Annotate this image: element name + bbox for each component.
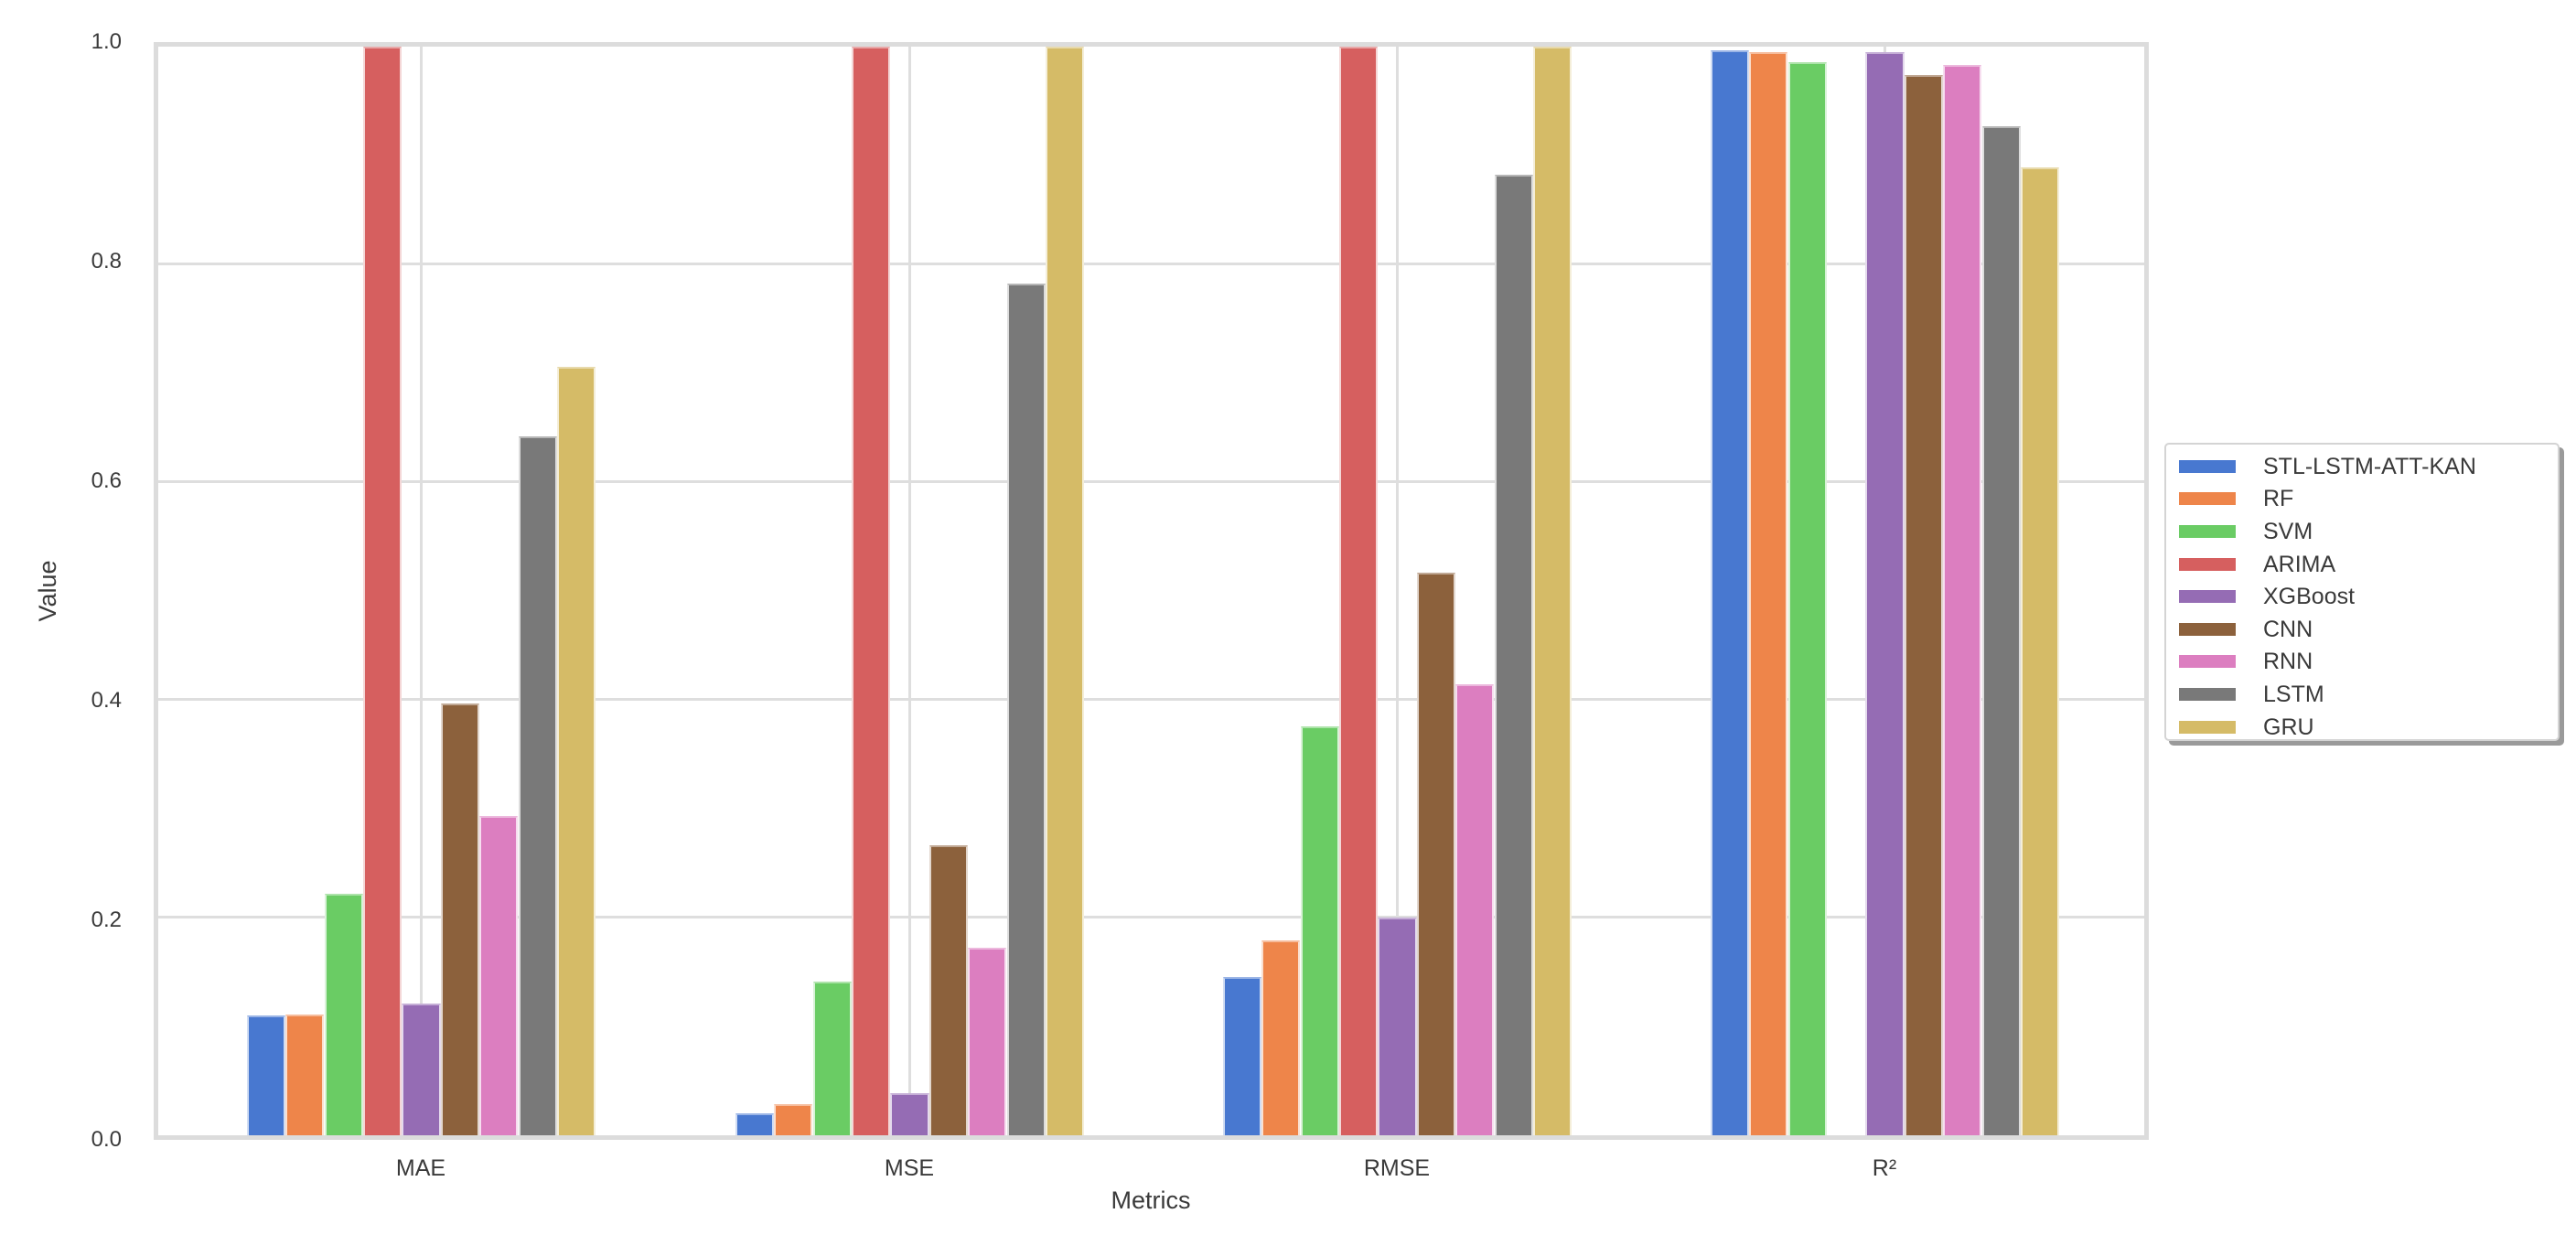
bar-stl-lstm-att-kan-mse <box>735 1113 775 1135</box>
gridline-vertical <box>908 47 911 1135</box>
legend-swatch <box>2179 492 2236 506</box>
bar-lstm-mae <box>518 436 557 1135</box>
legend-swatch <box>2179 687 2236 701</box>
bar-stl-lstm-att-kan-r <box>1710 49 1750 1135</box>
bar-stl-lstm-att-kan-mae <box>246 1015 286 1135</box>
y-axis-label: Value <box>34 560 61 622</box>
bar-lstm-mse <box>1006 284 1046 1135</box>
bar-svm-mse <box>812 982 852 1135</box>
y-tick-label: 0.2 <box>91 907 122 932</box>
bar-gru-mae <box>556 366 596 1135</box>
legend-item-xgboost: XGBoost <box>2166 580 2558 613</box>
legend-label: STL-LSTM-ATT-KAN <box>2263 453 2476 479</box>
gridline-vertical <box>1396 47 1399 1135</box>
legend-label: GRU <box>2263 714 2314 740</box>
legend-item-cnn: CNN <box>2166 613 2558 646</box>
legend-label: XGBoost <box>2263 584 2356 610</box>
legend-label: RF <box>2263 486 2294 512</box>
bar-gru-mse <box>1045 47 1085 1135</box>
legend-swatch <box>2179 590 2236 604</box>
gridline-horizontal <box>158 916 2144 918</box>
bar-lstm-r <box>1981 125 2021 1135</box>
bar-rf-mae <box>285 1014 325 1135</box>
bar-xgboost-rmse <box>1378 918 1417 1135</box>
bar-cnn-rmse <box>1416 572 1456 1135</box>
bar-xgboost-mae <box>402 1004 441 1135</box>
y-tick-label: 0.0 <box>91 1127 122 1152</box>
bar-rnn-r <box>1943 65 1982 1135</box>
bar-cnn-r <box>1904 74 1944 1135</box>
legend-item-rnn: RNN <box>2166 646 2558 679</box>
x-axis-label: Metrics <box>1111 1187 1191 1214</box>
legend: STL-LSTM-ATT-KAN RF SVM ARIMA XGBoost CN… <box>2164 443 2560 741</box>
y-tick-label: 0.4 <box>91 688 122 713</box>
x-tick-label-r2: R² <box>1872 1155 1897 1181</box>
legend-item-rf: RF <box>2166 483 2558 516</box>
legend-item-gru: GRU <box>2166 711 2558 744</box>
legend-item-lstm: LSTM <box>2166 678 2558 711</box>
bar-rf-r <box>1749 51 1788 1135</box>
plot-area <box>154 42 2149 1140</box>
legend-label: CNN <box>2263 616 2313 642</box>
legend-label: LSTM <box>2263 681 2324 707</box>
gridline-horizontal <box>158 698 2144 701</box>
legend-swatch <box>2179 459 2236 473</box>
bar-gru-rmse <box>1532 47 1572 1135</box>
bar-rnn-mae <box>479 816 519 1135</box>
bar-svm-rmse <box>1300 725 1339 1135</box>
bar-arima-mae <box>362 47 402 1135</box>
legend-item-arima: ARIMA <box>2166 548 2558 581</box>
bar-rf-rmse <box>1261 940 1301 1135</box>
x-tick-label-rmse: RMSE <box>1363 1155 1431 1181</box>
legend-label: SVM <box>2263 518 2313 544</box>
x-tick-label-mae: MAE <box>395 1155 446 1181</box>
legend-swatch <box>2179 622 2236 636</box>
bar-lstm-rmse <box>1494 175 1533 1135</box>
legend-label: ARIMA <box>2263 551 2336 577</box>
bar-cnn-mae <box>440 703 480 1135</box>
legend-swatch <box>2179 720 2236 734</box>
bar-rnn-rmse <box>1455 684 1495 1135</box>
legend-swatch <box>2179 655 2236 669</box>
gridline-horizontal <box>158 480 2144 483</box>
bar-svm-r <box>1787 61 1827 1135</box>
bar-rnn-mse <box>968 948 1007 1135</box>
bar-arima-rmse <box>1338 47 1379 1135</box>
gridline-horizontal <box>158 263 2144 265</box>
bar-arima-mse <box>851 47 891 1135</box>
bar-gru-r <box>2020 167 2060 1135</box>
y-tick-label: 0.8 <box>91 249 122 274</box>
bar-svm-mae <box>324 893 363 1135</box>
y-tick-label: 1.0 <box>91 29 122 54</box>
bar-xgboost-mse <box>890 1092 929 1135</box>
bar-stl-lstm-att-kan-rmse <box>1222 977 1262 1135</box>
legend-item-stl-lstm-att-kan: STL-LSTM-ATT-KAN <box>2166 450 2558 483</box>
legend-item-svm: SVM <box>2166 515 2558 548</box>
gridline-vertical <box>420 47 423 1135</box>
legend-swatch <box>2179 557 2236 571</box>
legend-label: RNN <box>2263 649 2313 675</box>
y-tick-label: 0.6 <box>91 468 122 493</box>
x-tick-label-mse: MSE <box>884 1155 935 1181</box>
bar-xgboost-r <box>1865 51 1905 1135</box>
bar-cnn-mse <box>928 845 969 1135</box>
legend-swatch <box>2179 524 2236 538</box>
bar-rf-mse <box>774 1103 813 1135</box>
